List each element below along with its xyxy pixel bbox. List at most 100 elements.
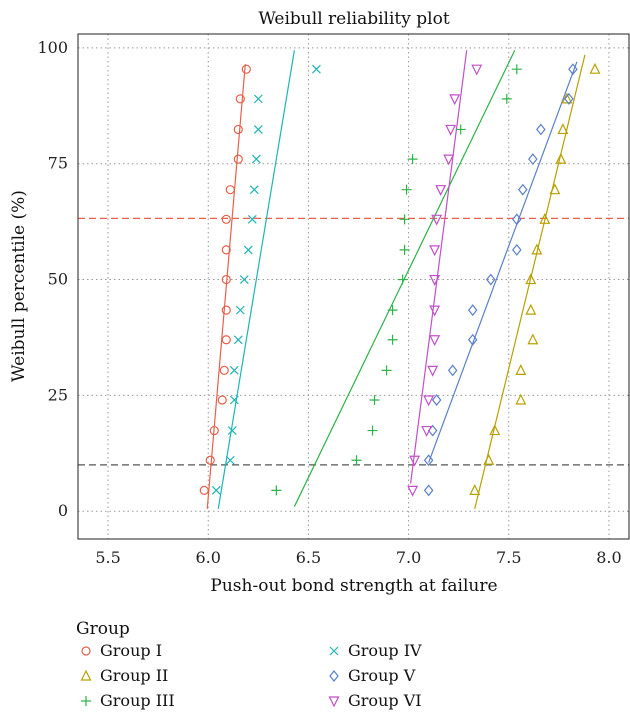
- legend-entry: Group IV: [348, 641, 422, 660]
- y-tick-label: 50: [48, 270, 68, 289]
- legend-marker: [329, 646, 339, 656]
- data-point: [485, 273, 496, 286]
- legend-title: Group: [76, 619, 130, 639]
- legend-marker: [81, 696, 91, 706]
- data-point: [241, 64, 251, 74]
- data-point: [233, 124, 243, 135]
- legend-entry: Group V: [348, 666, 416, 685]
- data-point: [435, 185, 447, 197]
- data-point: [539, 212, 551, 224]
- data-point: [251, 154, 261, 164]
- data-point: [233, 335, 243, 345]
- data-point: [397, 274, 408, 285]
- data-point: [423, 454, 434, 467]
- data-point: [225, 455, 235, 465]
- data-point: [271, 485, 282, 496]
- data-point: [515, 364, 527, 375]
- data-point: [557, 123, 569, 135]
- data-point: [527, 333, 539, 345]
- data-point: [229, 365, 239, 375]
- data-point: [217, 395, 227, 405]
- legend-entry: Group I: [100, 641, 162, 660]
- data-point: [549, 183, 561, 195]
- data-point: [247, 214, 257, 224]
- data-points: [199, 62, 601, 497]
- data-point: [407, 154, 418, 165]
- data-point: [221, 305, 231, 315]
- data-point: [423, 395, 435, 407]
- data-point: [445, 124, 457, 136]
- data-point: [501, 93, 512, 104]
- data-point: [239, 275, 249, 284]
- data-point: [253, 125, 263, 134]
- legend-entry: Group III: [100, 691, 175, 710]
- data-point: [312, 64, 321, 74]
- data-point: [367, 425, 378, 436]
- data-point: [431, 214, 443, 226]
- data-point: [568, 63, 578, 76]
- data-point: [467, 333, 478, 346]
- plot-frame: [77, 33, 630, 540]
- data-point: [429, 305, 441, 317]
- data-point: [221, 214, 231, 224]
- x-tick-label: 6.0: [196, 548, 221, 567]
- data-point: [469, 484, 481, 495]
- x-tick-label: 8.0: [596, 548, 621, 567]
- data-point: [483, 453, 495, 465]
- data-point: [525, 273, 537, 285]
- data-point: [427, 365, 439, 377]
- y-tick-label: 75: [48, 154, 68, 173]
- data-point: [467, 304, 478, 317]
- legend-entry: Group VI: [348, 691, 422, 710]
- fit-line: [206, 64, 246, 509]
- data-point: [211, 485, 221, 495]
- reference-lines: [78, 217, 629, 466]
- x-tick-label: 6.5: [296, 548, 321, 567]
- data-point: [512, 243, 522, 256]
- data-point: [235, 305, 245, 315]
- x-axis-label: Push-out bond strength at failure: [210, 576, 497, 596]
- data-point: [429, 335, 441, 347]
- data-point: [515, 393, 527, 405]
- data-point: [471, 64, 483, 76]
- data-point: [555, 152, 567, 164]
- data-point: [401, 184, 412, 195]
- data-point: [443, 154, 455, 166]
- x-tick-label: 5.5: [95, 548, 120, 567]
- data-point: [409, 455, 421, 467]
- data-point: [387, 334, 398, 345]
- y-tick-label: 0: [58, 501, 68, 520]
- data-point: [243, 245, 253, 255]
- legend-marker: [81, 646, 91, 656]
- legend-marker: [80, 669, 92, 681]
- data-point: [564, 92, 574, 105]
- data-point: [423, 484, 434, 497]
- data-point: [381, 365, 392, 376]
- data-point: [221, 245, 231, 255]
- legend-entry: Group II: [100, 666, 168, 685]
- y-axis-label: Weibull percentile (%): [9, 190, 29, 382]
- data-point: [399, 244, 410, 255]
- data-point: [253, 94, 263, 104]
- data-point: [511, 64, 522, 75]
- data-point: [528, 153, 538, 166]
- data-point: [233, 154, 243, 164]
- chart-title: Weibull reliability plot: [258, 9, 449, 29]
- data-point: [536, 123, 546, 136]
- grid: [78, 34, 629, 539]
- tick-labels: 5.5 6.0 6.5 7.0 7.5 8.0 0 25 50 75 100: [37, 38, 621, 567]
- data-point: [221, 335, 231, 345]
- fit-line: [410, 50, 468, 484]
- data-point: [229, 395, 239, 405]
- y-tick-label: 25: [48, 385, 68, 404]
- data-point: [199, 485, 209, 495]
- data-point: [489, 424, 501, 436]
- data-point: [431, 394, 442, 406]
- data-point: [429, 274, 441, 286]
- data-point: [225, 185, 235, 195]
- data-point: [525, 303, 537, 315]
- legend-marker: [328, 696, 340, 708]
- data-point: [512, 213, 522, 226]
- y-tick-label: 100: [37, 38, 68, 57]
